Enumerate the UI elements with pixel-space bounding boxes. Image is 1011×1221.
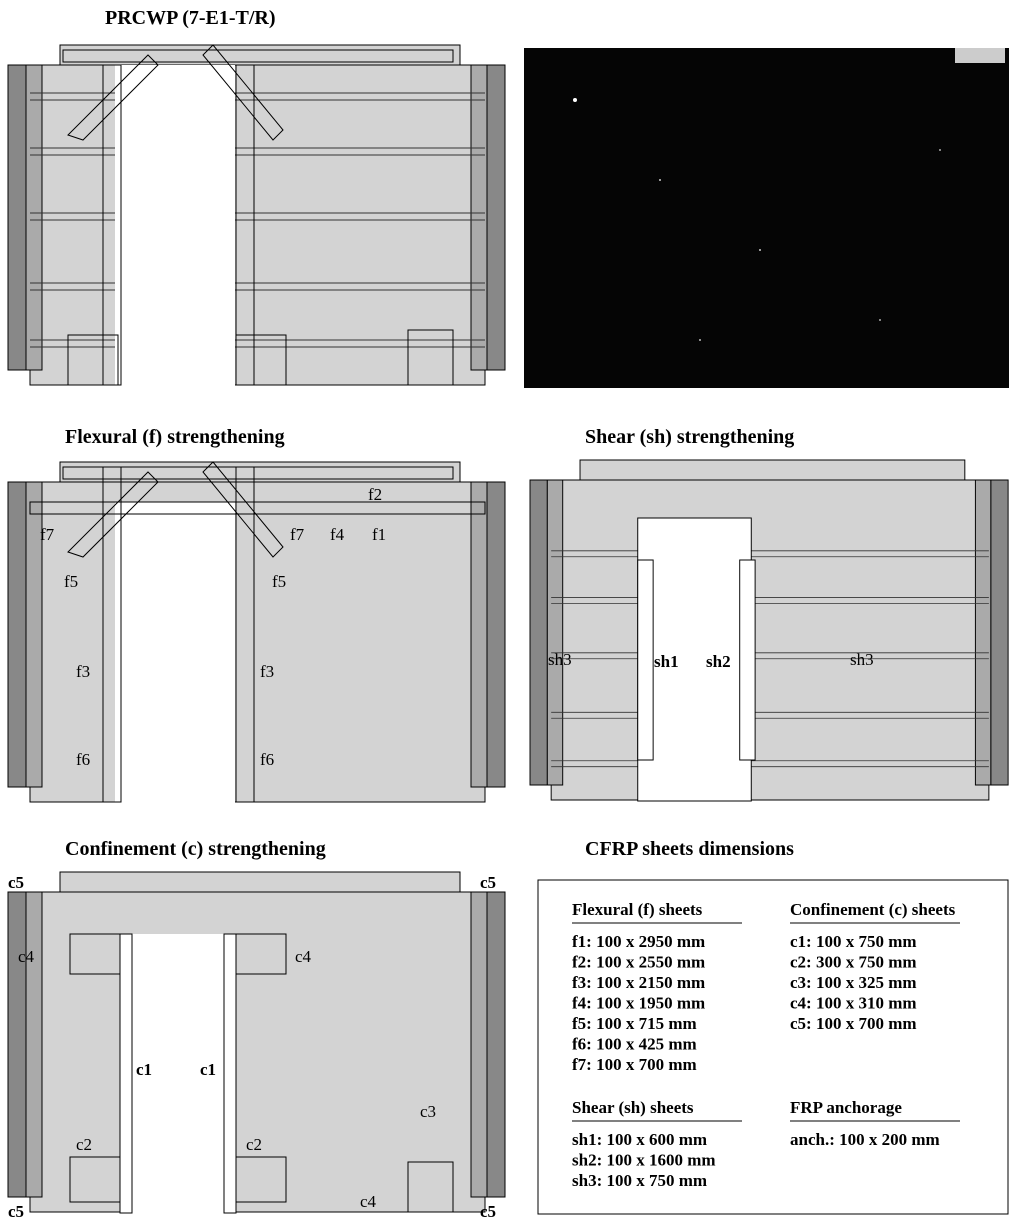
label: f3 [76,662,90,681]
table-row: sh2: 100 x 1600 mm [572,1151,716,1170]
group-heading: Shear (sh) sheets [572,1098,694,1117]
label: c4 [295,947,312,966]
wall-drawing [8,45,505,386]
label: f5 [272,572,286,591]
label: f3 [260,662,274,681]
group-heading: Flexural (f) sheets [572,900,703,919]
label: c5 [8,1202,24,1221]
panel-title: PRCWP (7-E1-T/R) [105,7,276,29]
label: c4 [18,947,35,966]
group-heading: FRP anchorage [790,1098,902,1117]
wall-drawing [8,872,505,1213]
label: c5 [8,873,24,892]
wall-drawing [530,460,1008,801]
label: f7 [290,525,305,544]
table-row: anch.: 100 x 200 mm [790,1130,940,1149]
label: c1 [200,1060,216,1079]
panel-title: CFRP sheets dimensions [585,838,794,860]
label: c4 [360,1192,377,1211]
label: f6 [76,750,90,769]
label: c1 [136,1060,152,1079]
table-row: c4: 100 x 310 mm [790,994,917,1013]
table-row: f3: 100 x 2150 mm [572,973,705,992]
table-row: f6: 100 x 425 mm [572,1035,697,1054]
label: c3 [420,1102,436,1121]
label: f2 [368,485,382,504]
table-row: c5: 100 x 700 mm [790,1014,917,1033]
label: c5 [480,873,496,892]
table-row: f2: 100 x 2550 mm [572,953,705,972]
panel-title: Shear (sh) strengthening [585,426,794,448]
label: f1 [372,525,386,544]
label: sh1 [654,652,679,671]
table-row: c2: 300 x 750 mm [790,953,917,972]
panel-title: Confinement (c) strengthening [65,838,326,860]
table-row: c1: 100 x 750 mm [790,932,917,951]
label: c2 [246,1135,262,1154]
table-row: f7: 100 x 700 mm [572,1055,697,1074]
table-row: sh1: 100 x 600 mm [572,1130,707,1149]
label: f7 [40,525,55,544]
label: f4 [330,525,345,544]
label: c5 [480,1202,496,1221]
label: f5 [64,572,78,591]
table-row: sh3: 100 x 750 mm [572,1171,707,1190]
label: sh3 [548,650,572,669]
table-row: c3: 100 x 325 mm [790,973,917,992]
label: c2 [76,1135,92,1154]
table-row: f5: 100 x 715 mm [572,1014,697,1033]
figure: PRCWP (7-E1-T/R) Flexural (f) strengthen… [0,0,1011,1221]
table-row: f4: 100 x 1950 mm [572,994,705,1013]
photo [524,48,1009,388]
panel-title: Flexural (f) strengthening [65,426,285,448]
label: sh2 [706,652,731,671]
label: f6 [260,750,274,769]
table-row: f1: 100 x 2950 mm [572,932,705,951]
label: sh3 [850,650,874,669]
group-heading: Confinement (c) sheets [790,900,956,919]
